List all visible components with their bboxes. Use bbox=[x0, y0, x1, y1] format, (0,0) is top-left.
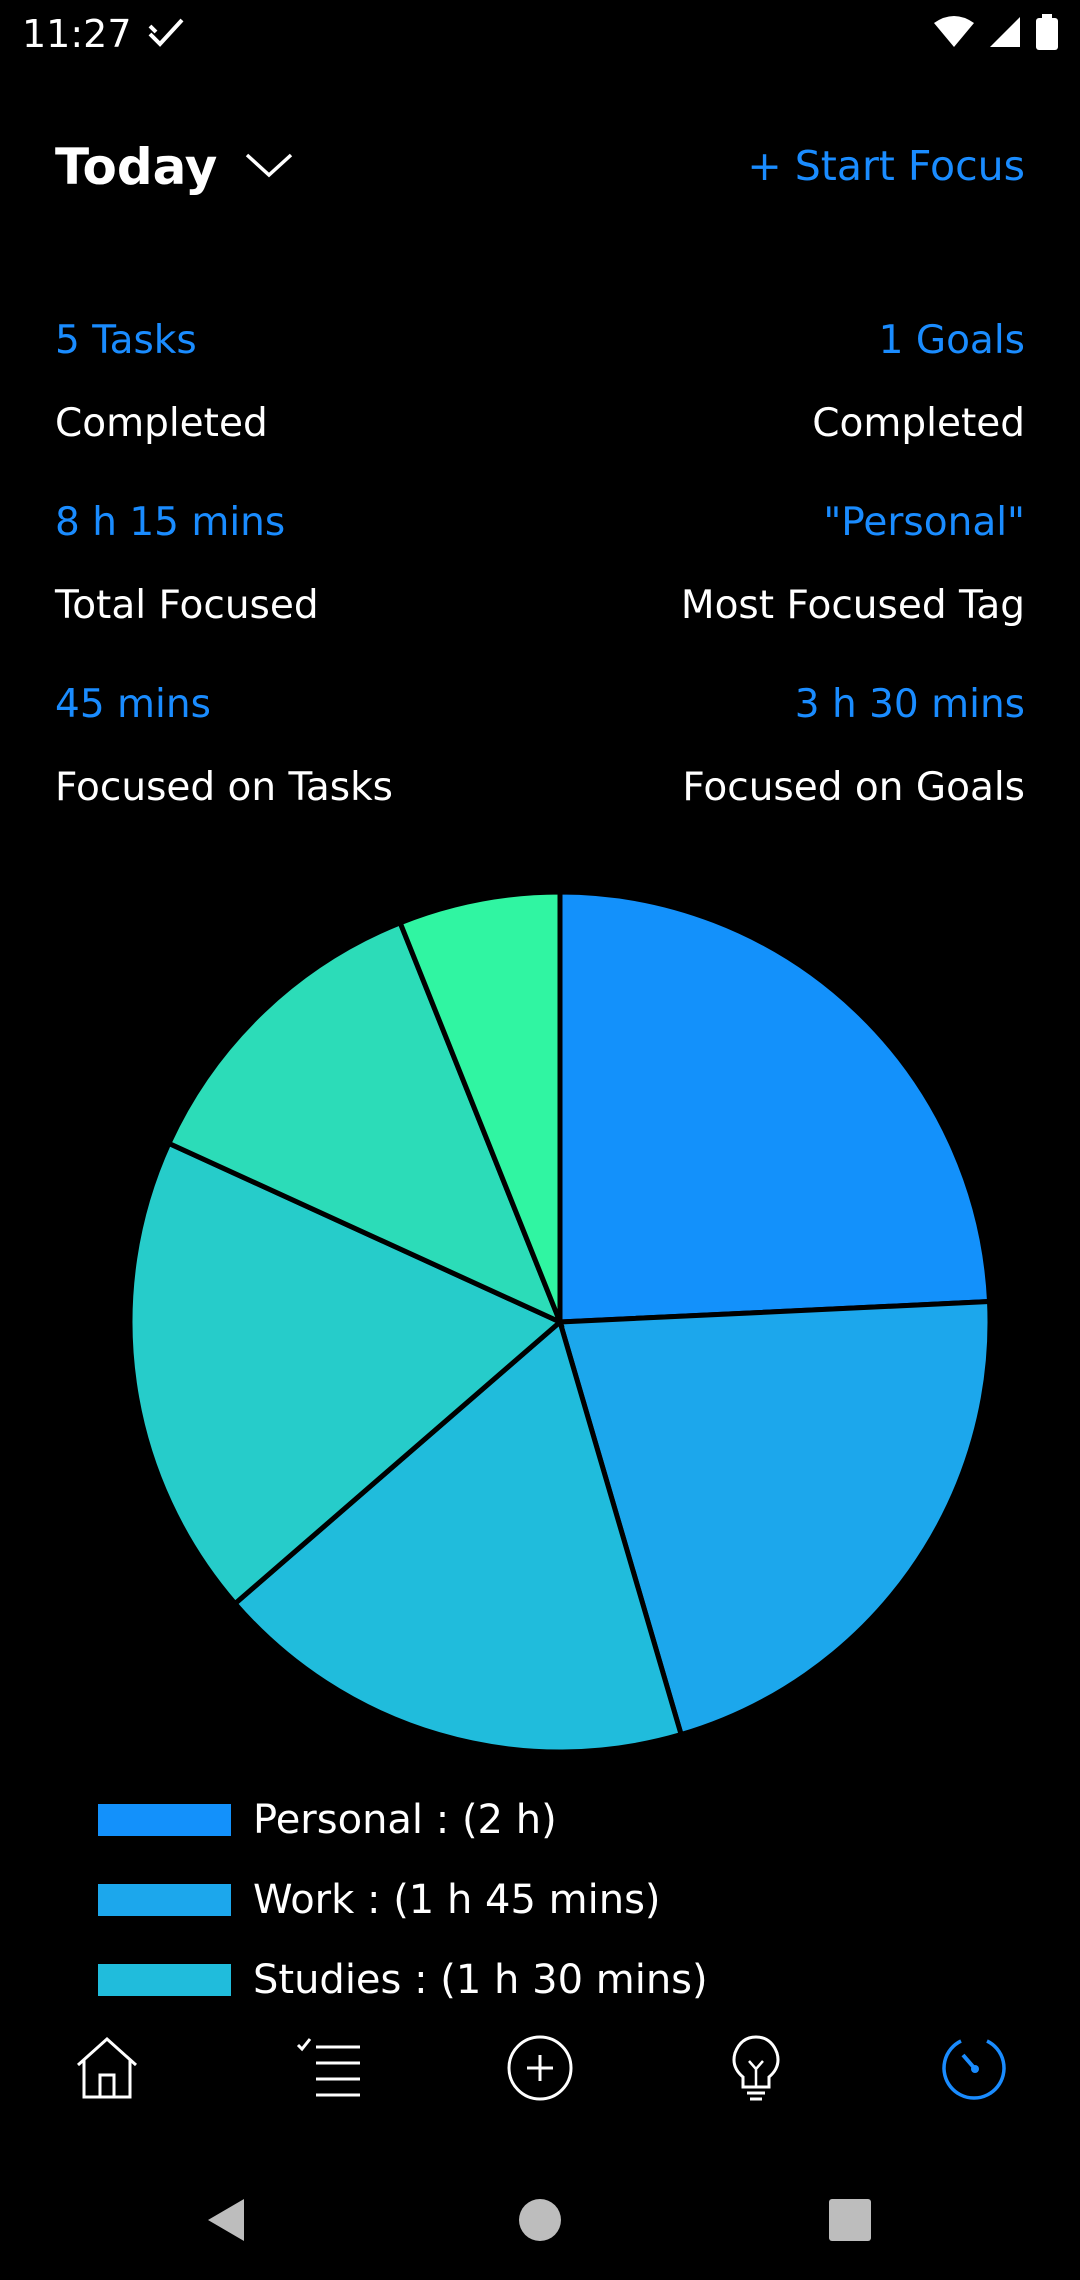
pie-slice-4 bbox=[165, 919, 565, 1327]
back-icon[interactable] bbox=[195, 2190, 255, 2250]
stat-value: 3 h 30 mins bbox=[794, 682, 1025, 727]
stat-label: Completed bbox=[812, 401, 1025, 446]
focused-on-goals-stat: 3 h 30 mins Focused on Goals bbox=[682, 682, 1025, 810]
lightbulb-icon[interactable] bbox=[716, 2028, 796, 2108]
system-nav-bar bbox=[0, 2150, 1080, 2280]
legend-label: Studies : (1 h 30 mins) bbox=[253, 1957, 708, 2003]
pie-slice-3 bbox=[127, 1140, 565, 1608]
status-icons bbox=[934, 14, 1058, 54]
legend-label: Work : (1 h 45 mins) bbox=[253, 1877, 661, 1923]
home-icon[interactable] bbox=[67, 2028, 147, 2108]
legend-item: Personal : (2 h) bbox=[98, 1780, 708, 1860]
battery-icon bbox=[1036, 14, 1058, 54]
status-time: 11:27 bbox=[22, 12, 132, 56]
total-focused-stat: 8 h 15 mins Total Focused bbox=[55, 500, 319, 628]
signal-icon bbox=[988, 15, 1022, 53]
add-circle-icon[interactable] bbox=[500, 2028, 580, 2108]
legend-item: Studies : (1 h 30 mins) bbox=[98, 1940, 708, 2020]
focus-timer-icon[interactable] bbox=[934, 2028, 1014, 2108]
stat-value: "Personal" bbox=[823, 500, 1025, 545]
stat-label: Focused on Tasks bbox=[55, 765, 393, 810]
legend-swatch bbox=[98, 1964, 231, 1996]
legend-label: Personal : (2 h) bbox=[253, 1797, 557, 1843]
stat-label: Focused on Goals bbox=[682, 765, 1025, 810]
stat-label: Total Focused bbox=[55, 583, 319, 628]
stat-label: Completed bbox=[55, 401, 268, 446]
pie-slice-5 bbox=[396, 889, 563, 1323]
home-circle-icon[interactable] bbox=[510, 2190, 570, 2250]
pie-chart-svg bbox=[127, 889, 993, 1755]
pie-slice-work bbox=[556, 1298, 993, 1738]
stat-value: 45 mins bbox=[55, 682, 211, 727]
recents-icon[interactable] bbox=[820, 2190, 880, 2250]
focused-on-tasks-stat: 45 mins Focused on Tasks bbox=[55, 682, 393, 810]
pie-slice-personal bbox=[557, 889, 993, 1325]
stat-value: 1 Goals bbox=[878, 318, 1025, 363]
chevron-down-icon[interactable] bbox=[244, 150, 294, 184]
start-focus-button[interactable]: + Start Focus bbox=[747, 142, 1025, 190]
goals-completed-stat: 1 Goals Completed bbox=[812, 318, 1025, 446]
stat-value: 8 h 15 mins bbox=[55, 500, 286, 545]
bottom-nav bbox=[0, 2008, 1080, 2128]
wifi-icon bbox=[934, 15, 974, 53]
focus-pie-chart bbox=[0, 880, 1080, 1760]
stat-label: Most Focused Tag bbox=[680, 583, 1025, 628]
stat-value: 5 Tasks bbox=[55, 318, 197, 363]
legend-swatch bbox=[98, 1804, 231, 1836]
most-focused-tag-stat: "Personal" Most Focused Tag bbox=[681, 500, 1025, 628]
task-list-icon[interactable] bbox=[289, 2028, 369, 2108]
check-icon bbox=[146, 12, 186, 56]
period-selector[interactable]: Today bbox=[55, 138, 218, 196]
legend-item: Work : (1 h 45 mins) bbox=[98, 1860, 708, 1940]
pie-slice-studies bbox=[231, 1317, 685, 1755]
status-bar: 11:27 bbox=[0, 0, 1080, 64]
legend-swatch bbox=[98, 1884, 231, 1916]
chart-legend: Personal : (2 h) Work : (1 h 45 mins) St… bbox=[98, 1780, 708, 2020]
tasks-completed-stat: 5 Tasks Completed bbox=[55, 318, 268, 446]
